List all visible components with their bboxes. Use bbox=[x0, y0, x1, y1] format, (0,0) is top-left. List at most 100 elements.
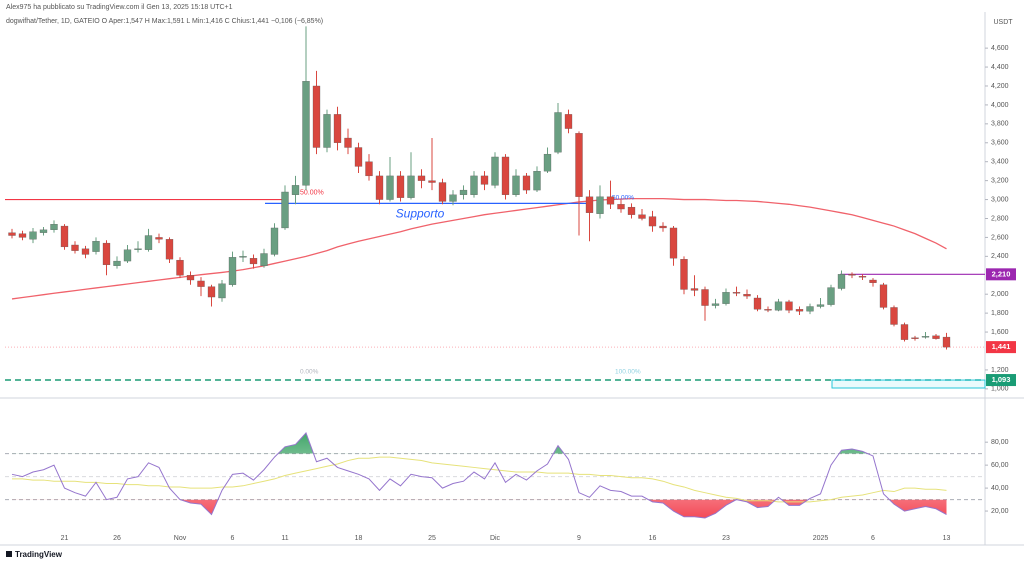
candle-body bbox=[113, 260, 121, 266]
candle-body bbox=[407, 175, 415, 198]
candle-body bbox=[302, 81, 310, 186]
candle-body bbox=[648, 216, 657, 227]
candle-body bbox=[837, 274, 846, 289]
y-tick-label: 3,600 bbox=[991, 140, 1009, 147]
x-tick-label: Nov bbox=[174, 535, 187, 542]
candle-body bbox=[281, 191, 289, 229]
y-tick-label: 2,000 bbox=[991, 291, 1009, 298]
candle-body bbox=[638, 214, 646, 219]
candle-body bbox=[165, 239, 174, 260]
candle-body bbox=[249, 258, 258, 265]
x-tick-label: 18 bbox=[355, 535, 363, 542]
candle-body bbox=[659, 225, 667, 229]
support-label: Supporto bbox=[396, 207, 445, 221]
y-tick-label: 3,800 bbox=[991, 121, 1009, 128]
candle-body bbox=[543, 153, 552, 172]
y-tick-label: 4,400 bbox=[991, 64, 1009, 71]
fib-label: 100.00% bbox=[615, 369, 641, 376]
y-tick-label: 20,00 bbox=[991, 508, 1009, 515]
y-tick-label: 1,800 bbox=[991, 310, 1009, 317]
candle-body bbox=[900, 324, 909, 340]
target-zone bbox=[831, 379, 986, 389]
candle-body bbox=[470, 175, 478, 195]
candle-body bbox=[312, 85, 321, 148]
candle-body bbox=[869, 279, 877, 283]
candle-body bbox=[228, 257, 237, 285]
candle-body bbox=[701, 289, 709, 306]
candle-body bbox=[155, 237, 163, 240]
candle-body bbox=[333, 114, 342, 143]
candle-body bbox=[858, 276, 867, 278]
candle-body bbox=[396, 175, 405, 198]
y-tick-label: 4,200 bbox=[991, 83, 1009, 90]
candle-body bbox=[81, 248, 90, 255]
candle-body bbox=[239, 256, 247, 258]
price-tag bbox=[986, 374, 1016, 387]
candle-body bbox=[365, 161, 373, 177]
candle-body bbox=[596, 196, 604, 214]
candle-body bbox=[39, 229, 48, 233]
candle-body bbox=[123, 249, 132, 262]
candle-body bbox=[890, 307, 898, 325]
candle-body bbox=[134, 248, 142, 250]
candle-body bbox=[197, 280, 205, 287]
candle-body bbox=[207, 286, 216, 298]
candle-body bbox=[848, 274, 856, 276]
candle-body bbox=[533, 171, 541, 191]
ticker-line: dogwifhat/Tether, 1D, GATEIO O Aper:1,54… bbox=[6, 18, 323, 25]
candle-body bbox=[218, 283, 226, 299]
x-tick-label: 26 bbox=[113, 535, 121, 542]
candle-body bbox=[291, 185, 300, 195]
y-tick-label: 3,400 bbox=[991, 159, 1009, 166]
y-tick-label: 1,000 bbox=[991, 386, 1009, 393]
candle-body bbox=[270, 227, 279, 255]
moving-average bbox=[11, 197, 947, 300]
y-tick-label: 4,000 bbox=[991, 102, 1009, 109]
candle-body bbox=[806, 306, 814, 312]
x-tick-label: 9 bbox=[577, 535, 581, 542]
candle-body bbox=[606, 196, 615, 205]
price-tag-label: 2,210 bbox=[992, 269, 1011, 278]
fib-label: 50.00% bbox=[612, 195, 634, 202]
currency-label: USDT bbox=[993, 19, 1013, 26]
candle-body bbox=[491, 156, 499, 186]
candle-body bbox=[795, 309, 804, 312]
price-tag bbox=[986, 341, 1016, 354]
y-tick-label: 1,200 bbox=[991, 367, 1009, 374]
candle-body bbox=[585, 196, 594, 213]
price-tag bbox=[986, 268, 1016, 281]
y-tick-label: 40,00 bbox=[991, 485, 1009, 492]
candle-body bbox=[816, 304, 825, 307]
x-tick-label: 11 bbox=[281, 535, 288, 542]
candle-body bbox=[575, 133, 583, 197]
candle-body bbox=[627, 206, 636, 215]
candle-body bbox=[354, 147, 363, 167]
level-label: 50.00% bbox=[300, 189, 324, 196]
x-tick-label: 16 bbox=[649, 535, 657, 542]
candle-body bbox=[18, 233, 27, 238]
y-tick-label: 2,600 bbox=[991, 234, 1009, 241]
candle-body bbox=[186, 275, 195, 281]
candle-body bbox=[480, 175, 489, 185]
x-tick-label: 21 bbox=[61, 535, 69, 542]
oversold-fill bbox=[12, 499, 947, 518]
x-tick-label: 6 bbox=[231, 535, 235, 542]
y-tick-label: 60,00 bbox=[991, 462, 1009, 469]
candle-body bbox=[753, 297, 762, 310]
candle-body bbox=[732, 292, 741, 294]
candle-body bbox=[564, 114, 573, 129]
x-tick-label: 6 bbox=[871, 535, 875, 542]
candle-body bbox=[60, 225, 69, 248]
logo-mark bbox=[6, 551, 12, 557]
candle-body bbox=[260, 253, 268, 266]
candle-body bbox=[680, 259, 688, 290]
candle-body bbox=[375, 175, 384, 200]
y-tick-label: 2,800 bbox=[991, 215, 1009, 222]
candle-body bbox=[554, 112, 562, 153]
candle-body bbox=[617, 204, 625, 210]
candle-body bbox=[344, 137, 352, 148]
candle-body bbox=[50, 224, 58, 230]
candle-body bbox=[8, 232, 16, 236]
candle-body bbox=[690, 288, 699, 291]
